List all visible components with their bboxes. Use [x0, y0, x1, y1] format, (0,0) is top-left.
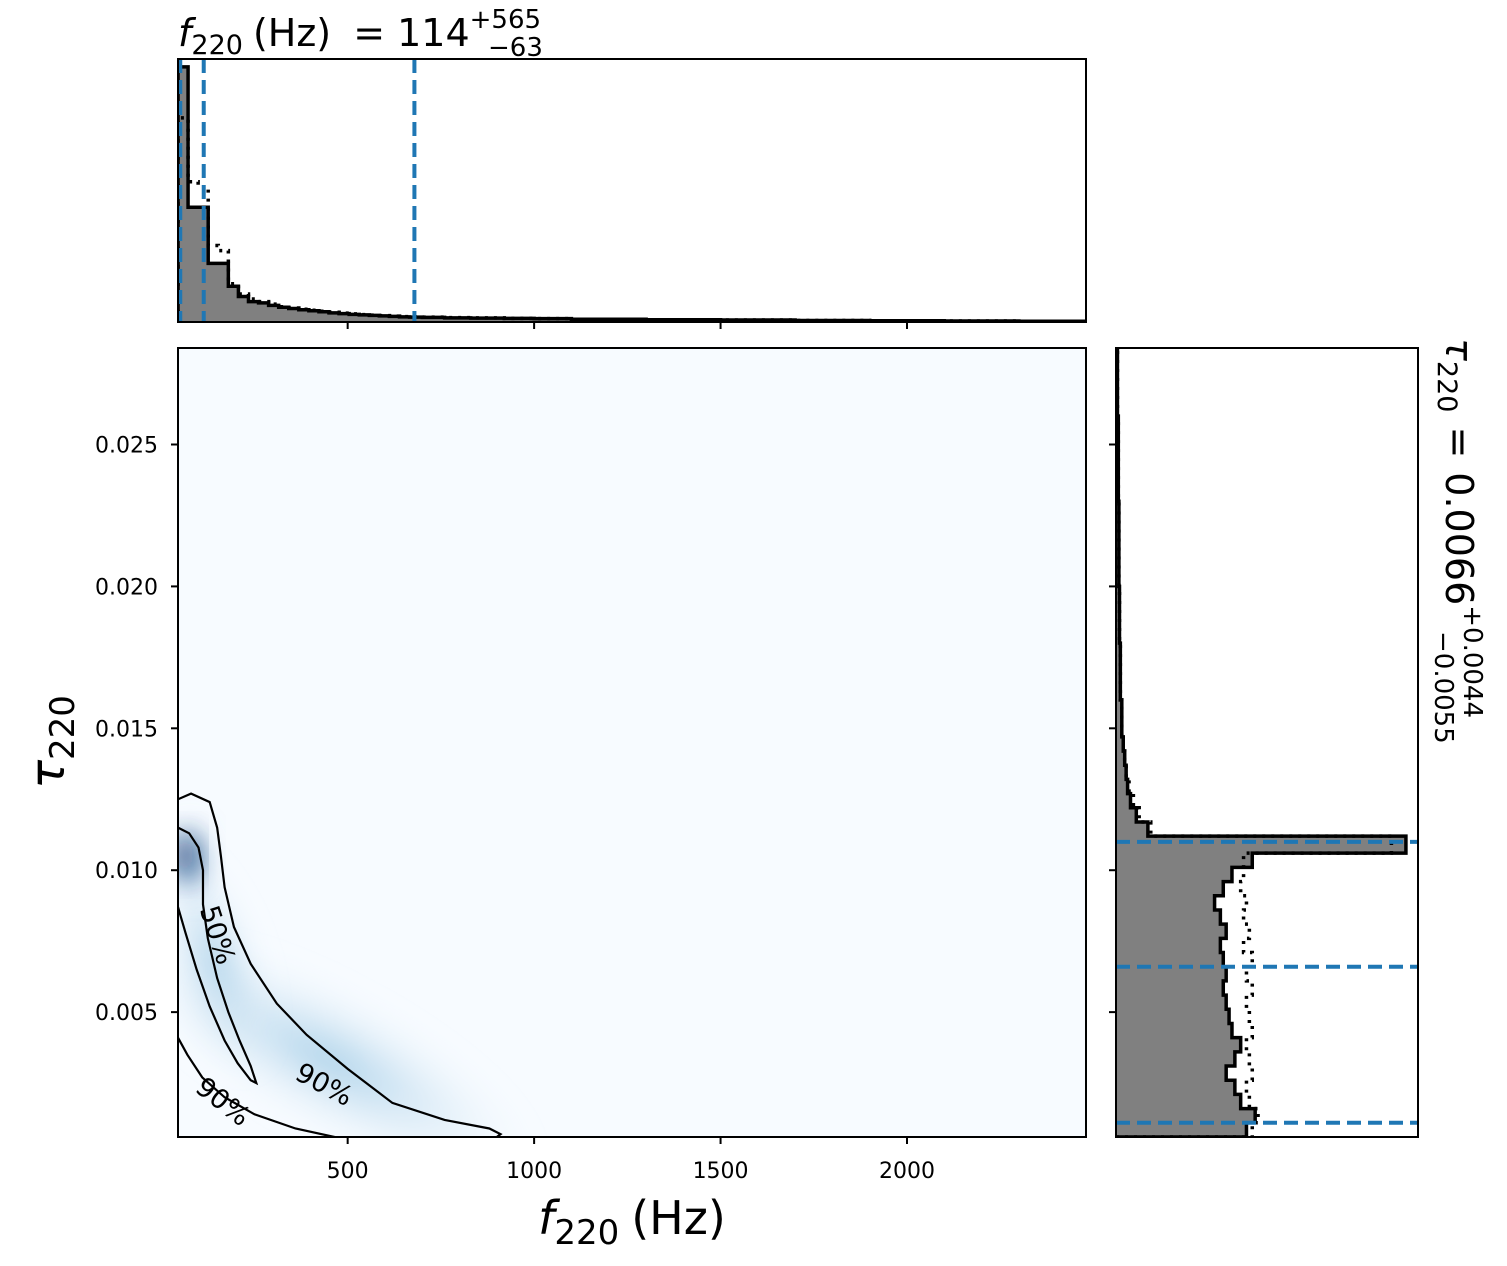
x-title-median: 114 — [397, 11, 470, 55]
x-marginal-histogram — [178, 59, 1086, 322]
y-label-symbol: τ — [20, 759, 76, 789]
x-axis-label: f220 (Hz) — [538, 1191, 726, 1253]
y-marginal-histogram — [1116, 348, 1418, 1137]
y-tick-label-1: 0.010 — [95, 859, 158, 884]
y-tick-label-3: 0.020 — [95, 575, 158, 600]
x-label-unit: (Hz) — [631, 1191, 726, 1245]
x-hist-solid-line — [178, 65, 1086, 322]
y-title-subscript: 220 — [1431, 361, 1462, 413]
y-title-plus: +0.0044 — [1457, 605, 1487, 718]
y-hist-solid-line — [1116, 348, 1408, 1137]
y-title-equals: = — [1437, 426, 1481, 458]
y-axis-ticks: 0.005 0.010 0.015 0.020 0.025 — [95, 433, 178, 1026]
y-title-median: 0.0066 — [1437, 472, 1481, 605]
y-tick-label-2: 0.015 — [95, 717, 158, 742]
y-hist-fill — [1116, 348, 1406, 1137]
y-label-subscript: 220 — [43, 695, 83, 760]
y-marginal-title: τ220 = 0.0066+0.0044 — [1431, 338, 1487, 718]
x-tick-label-0: 500 — [327, 1159, 369, 1184]
x-label-subscript: 220 — [554, 1213, 619, 1253]
x-tick-label-3: 2000 — [879, 1159, 935, 1184]
density-peak — [178, 833, 197, 877]
y-tick-label-4: 0.025 — [95, 433, 158, 458]
contour-50pct-0 — [178, 826, 259, 1086]
contour-90pct-1 — [178, 792, 503, 1137]
x-marginal-title: f220 (Hz) = 114+565 — [178, 5, 541, 61]
y-axis-label: τ220 — [20, 695, 83, 789]
contour-lines — [178, 792, 503, 1137]
y-title-symbol: τ — [1437, 338, 1481, 362]
density-ridge — [178, 845, 272, 1075]
x-tick-label-2: 1500 — [693, 1159, 749, 1184]
x-marginal-panel — [177, 58, 1087, 329]
x-tick-label-1: 1000 — [506, 1159, 562, 1184]
density-map: 50%90%90% — [178, 792, 536, 1137]
x-axis-ticks: 500 1000 1500 2000 — [327, 1137, 935, 1184]
x-marginal-ticks — [346, 322, 909, 329]
y-marginal-panel — [1109, 347, 1419, 1138]
x-title-unit: (Hz) — [253, 11, 331, 55]
y-marginal-ticks — [1109, 443, 1116, 1014]
x-title-plus: +565 — [470, 5, 541, 35]
y-title-minus: −0.0055 — [1428, 631, 1458, 744]
y-tick-label-0: 0.005 — [95, 1001, 158, 1026]
x-title-subscript: 220 — [191, 30, 243, 61]
joint-panel: 50%90%90% 500 1000 1500 2000 0.005 0.010 0.01… — [95, 347, 1087, 1184]
